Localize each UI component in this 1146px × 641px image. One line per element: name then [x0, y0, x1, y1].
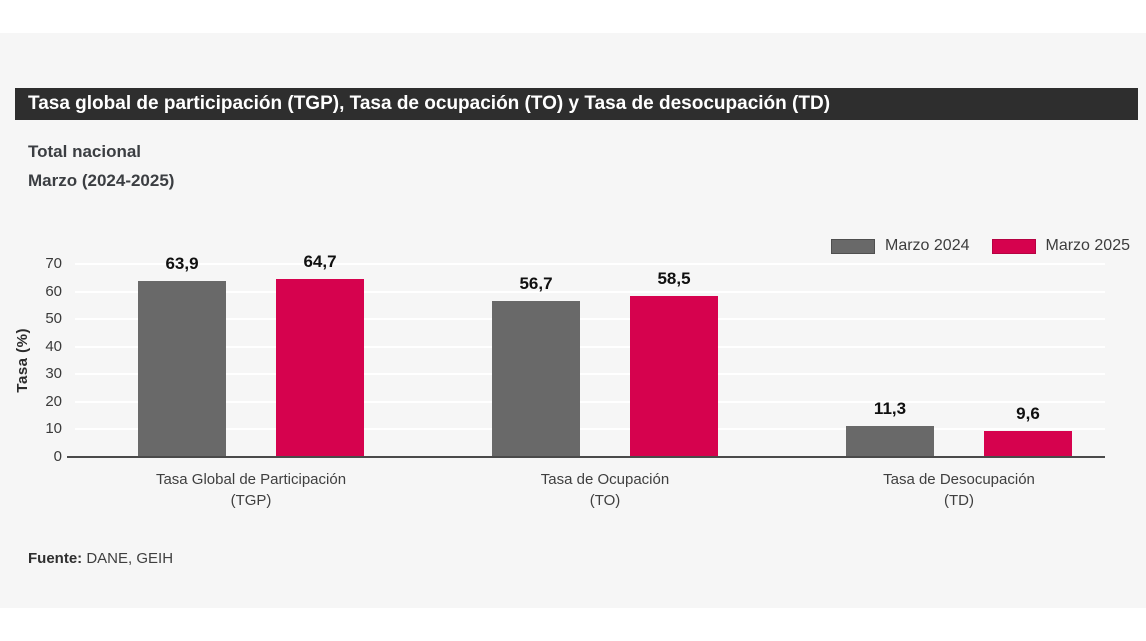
- gridline-20: [75, 400, 1105, 403]
- y-tick-label-60: 60: [45, 282, 62, 300]
- y-tick-label-0: 0: [53, 448, 62, 465]
- legend-label: Marzo 2024: [885, 237, 970, 254]
- value-label-marzo-2024-td: 11,3: [873, 398, 907, 418]
- y-tick-label-40: 40: [45, 337, 62, 355]
- y-tick-label-30: 30: [45, 365, 62, 383]
- legend-item-marzo-2024: Marzo 2024: [831, 237, 970, 255]
- source-label: Fuente:: [28, 550, 83, 567]
- y-tick-label-20: 20: [45, 392, 62, 410]
- chart-subtitle: Total nacional Marzo (2024-2025): [28, 137, 174, 195]
- bar-marzo-2025-td: [984, 430, 1072, 457]
- plot-area: 63,9 64,7 56,7 58,5 11,3 9,6: [75, 252, 1105, 458]
- gridline-70: [75, 263, 1105, 265]
- bar-marzo-2024-tgp: [138, 280, 226, 457]
- bar-marzo-2025-to: [630, 295, 718, 457]
- bar-marzo-2025-tgp: [276, 278, 364, 457]
- bar-group-tgp: 63,9 64,7: [138, 252, 364, 457]
- gridline-10: [75, 428, 1105, 431]
- value-label-marzo-2024-to: 56,7: [519, 273, 553, 293]
- x-axis-label-line1: Tasa de Ocupación: [540, 471, 670, 488]
- x-axis-label-td: Tasa de Desocupación (TD): [809, 469, 1109, 511]
- x-axis-label-line2: (TD): [944, 492, 974, 509]
- legend-swatch-icon: [991, 238, 1036, 254]
- x-axis-line: [75, 456, 1105, 458]
- y-tick-label-50: 50: [45, 310, 62, 328]
- legend-label: Marzo 2025: [1045, 237, 1131, 254]
- legend: Marzo 2024 Marzo 2025: [831, 237, 1130, 255]
- value-label-marzo-2024-tgp: 63,9: [165, 253, 199, 273]
- chart-title-bar: Tasa global de participación (TGP), Tasa…: [15, 88, 1138, 120]
- value-label-marzo-2025-to: 58,5: [657, 268, 691, 288]
- bar-marzo-2024-to: [492, 300, 580, 457]
- y-axis-ticks: 0 10 20 30 40 50 60 70: [18, 255, 75, 465]
- gridline-40: [75, 345, 1105, 348]
- y-tick-label-70: 70: [45, 255, 62, 272]
- x-axis-label-to: Tasa de Ocupación (TO): [455, 469, 755, 511]
- legend-item-marzo-2025: Marzo 2025: [991, 237, 1131, 255]
- zero-tick-mark: [67, 456, 75, 458]
- gridline-50: [75, 318, 1105, 321]
- bar-marzo-2024-td: [846, 425, 934, 457]
- source-text: DANE, GEIH: [82, 550, 174, 567]
- value-label-marzo-2025-tgp: 64,7: [303, 251, 337, 271]
- x-axis-label-line2: (TO): [589, 492, 621, 509]
- source-note: Fuente: DANE, GEIH: [28, 550, 173, 567]
- gridline-60: [75, 290, 1105, 293]
- y-tick-label-10: 10: [45, 420, 62, 438]
- gridline-30: [75, 373, 1105, 376]
- x-axis-label-line2: (TGP): [230, 492, 272, 509]
- subtitle-line-2: Marzo (2024-2025): [28, 171, 175, 190]
- legend-swatch-icon: [831, 238, 875, 254]
- x-axis-label-tgp: Tasa Global de Participación (TGP): [101, 469, 401, 511]
- chart-title: Tasa global de participación (TGP), Tasa…: [28, 93, 831, 114]
- x-axis-label-line1: Tasa Global de Participación: [155, 471, 347, 488]
- x-axis-label-line1: Tasa de Desocupación: [883, 471, 1035, 488]
- value-label-marzo-2025-td: 9,6: [1016, 403, 1040, 423]
- bar-group-td: 11,3 9,6: [846, 264, 1072, 457]
- subtitle-line-1: Total nacional: [28, 142, 142, 161]
- bar-group-to: 56,7 58,5: [492, 264, 718, 457]
